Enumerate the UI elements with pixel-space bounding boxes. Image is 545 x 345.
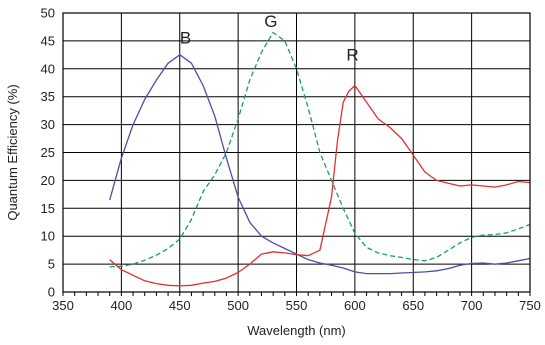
y-tick-label: 0 (48, 285, 55, 300)
x-tick-label: 500 (227, 298, 249, 313)
y-tick-label: 40 (41, 61, 55, 76)
series-label-g: G (264, 12, 277, 31)
series-label-r: R (346, 45, 358, 64)
x-tick-label: 450 (169, 298, 191, 313)
y-tick-label: 5 (48, 257, 55, 272)
y-tick-label: 10 (41, 229, 55, 244)
y-tick-label: 45 (41, 33, 55, 48)
series-line-r (109, 84, 531, 287)
y-tick-label: 20 (41, 173, 55, 188)
x-tick-label: 650 (402, 298, 424, 313)
y-tick-label: 15 (41, 201, 55, 216)
plot-frame (62, 12, 531, 293)
series (109, 31, 531, 287)
x-tick-label: 550 (286, 298, 308, 313)
series-label-b: B (180, 29, 191, 48)
y-tick-label: 35 (41, 89, 55, 104)
y-tick-label: 50 (41, 6, 55, 21)
series-line-b (109, 54, 531, 275)
curve-labels: B G R (180, 12, 359, 64)
x-tick-label: 350 (52, 298, 74, 313)
x-tick-label: 750 (519, 298, 541, 313)
x-axis-title: Wavelength (nm) (247, 323, 346, 338)
y-axis-title: Quantum Efficiency (%) (5, 84, 20, 220)
series-line-g (109, 31, 531, 268)
x-tick-label: 700 (461, 298, 483, 313)
x-tick-label: 400 (111, 298, 133, 313)
y-tick-label: 25 (41, 145, 55, 160)
ticks: 350 400 450 500 550 600 650 700 750 0 5 10 15 20 25 30 3… (41, 6, 541, 314)
grid (62, 12, 531, 293)
y-tick-label: 30 (41, 117, 55, 132)
x-tick-label: 600 (344, 298, 366, 313)
